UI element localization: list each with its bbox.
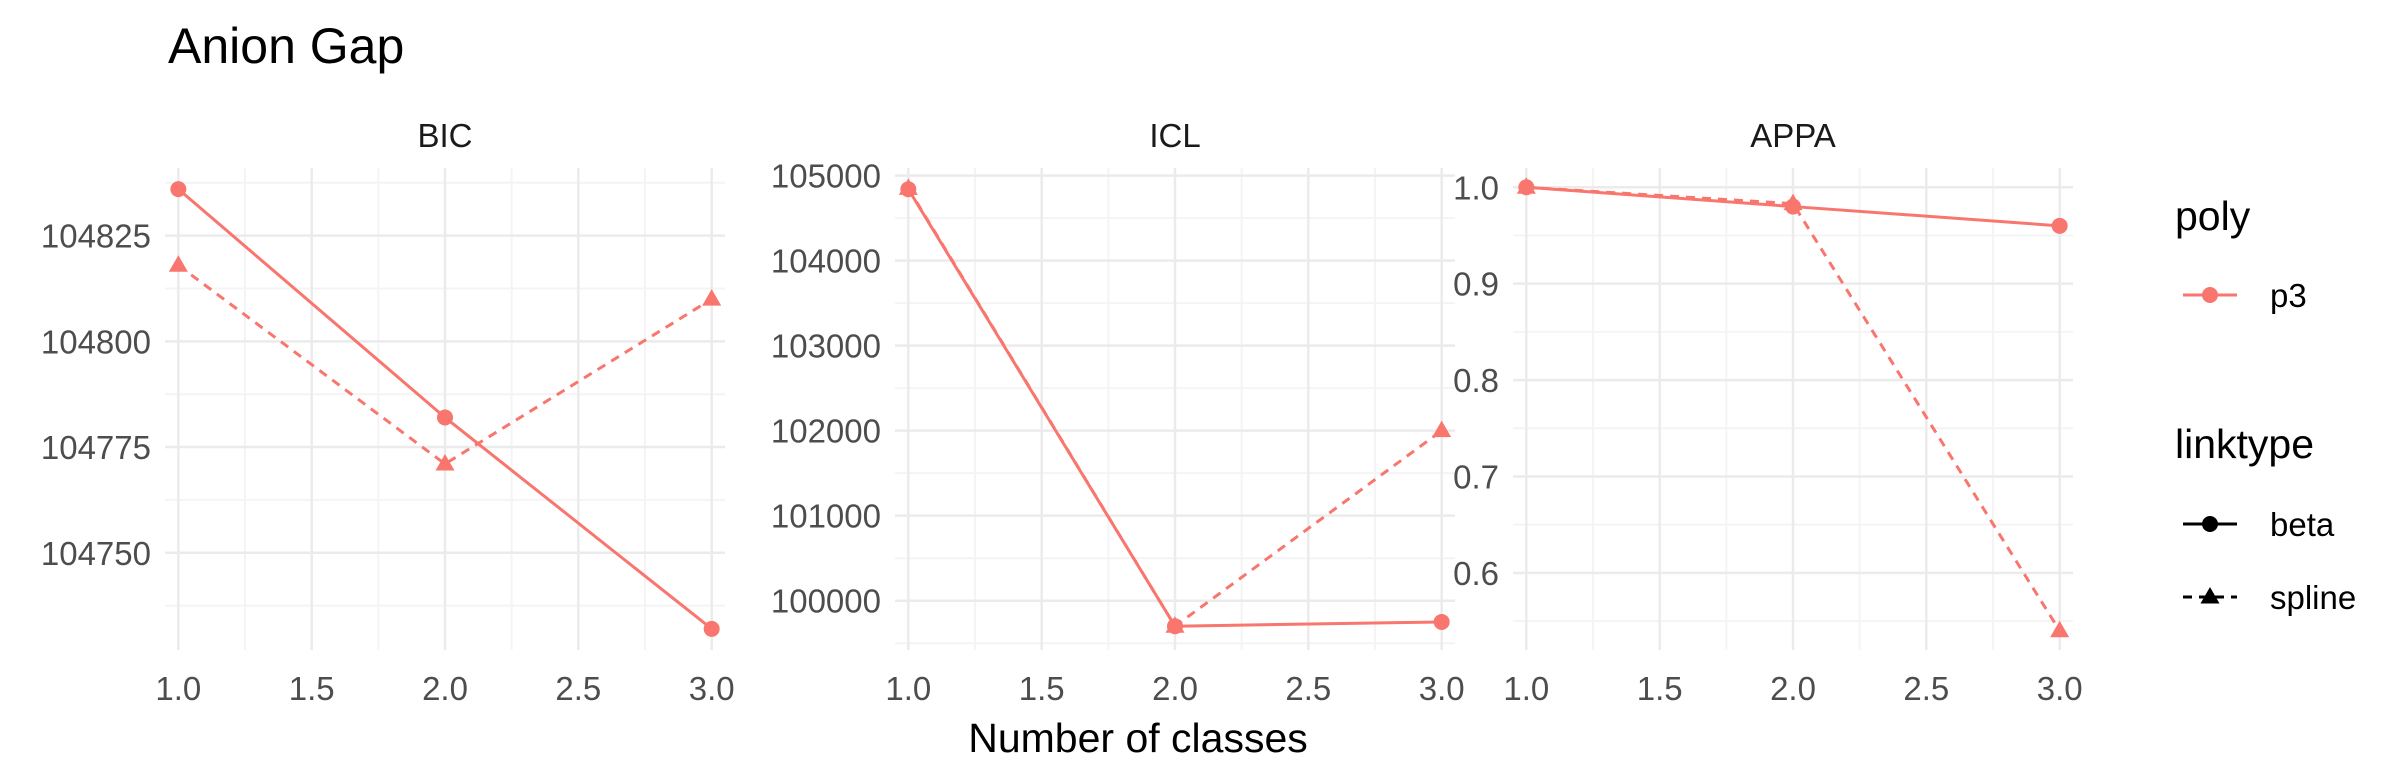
y-tick-label: 104825 bbox=[41, 218, 151, 255]
data-point-beta bbox=[170, 181, 187, 198]
facet-label: BIC bbox=[417, 117, 472, 154]
data-point-spline bbox=[168, 255, 188, 272]
data-point-beta bbox=[437, 409, 453, 426]
facet-label: ICL bbox=[1149, 117, 1200, 154]
y-tick-label: 0.6 bbox=[1453, 555, 1499, 592]
legend: poly p3 linktype beta spline bbox=[2175, 193, 2356, 616]
x-axis-title: Number of classes bbox=[968, 715, 1308, 761]
facet-appa: APPA 1.0 1.5 2.0 2.5 3.0 0.6 0.7 0.8 0.9 1.0 bbox=[1453, 117, 2082, 707]
data-point-spline bbox=[1516, 177, 1536, 194]
x-tick-label: 3.0 bbox=[1419, 670, 1465, 707]
y-tick-label: 100000 bbox=[771, 583, 881, 620]
data-point-spline bbox=[435, 453, 455, 471]
y-tick-label: 104775 bbox=[41, 429, 151, 466]
chart-title: Anion Gap bbox=[168, 18, 404, 74]
legend-title-poly: poly bbox=[2175, 193, 2251, 239]
y-tick-label: 105000 bbox=[771, 158, 881, 195]
facet-panels: BIC 1.0 1.5 2.0 2.5 3.0 104750 104775 104800 1048… bbox=[41, 117, 2083, 707]
data-point-spline bbox=[702, 289, 722, 306]
y-tick-label: 0.8 bbox=[1453, 362, 1499, 399]
x-tick-label: 1.5 bbox=[289, 670, 335, 707]
facet-bic: BIC 1.0 1.5 2.0 2.5 3.0 104750 104775 104800 1048… bbox=[41, 117, 735, 707]
x-tick-label: 2.0 bbox=[422, 670, 468, 707]
y-tick-label: 0.9 bbox=[1453, 266, 1499, 303]
x-tick-label: 1.5 bbox=[1637, 670, 1683, 707]
data-point-spline bbox=[1783, 193, 1803, 211]
x-tick-label: 2.5 bbox=[1903, 670, 1949, 707]
legend-label-spline: spline bbox=[2270, 579, 2356, 616]
x-tick-label: 1.0 bbox=[1503, 670, 1549, 707]
x-tick-label: 2.0 bbox=[1770, 670, 1816, 707]
legend-key-triangle bbox=[2200, 587, 2220, 604]
data-point-spline bbox=[898, 178, 918, 195]
x-tick-label: 2.0 bbox=[1152, 670, 1198, 707]
data-point-beta bbox=[703, 620, 720, 637]
data-point-spline bbox=[2050, 620, 2070, 638]
legend-key-circle bbox=[2202, 287, 2218, 303]
data-point-beta bbox=[1433, 613, 1450, 630]
x-tick-label: 3.0 bbox=[689, 670, 735, 707]
y-tick-label: 104000 bbox=[771, 243, 881, 280]
y-tick-label: 0.7 bbox=[1453, 458, 1499, 495]
x-tick-label: 1.0 bbox=[885, 670, 931, 707]
legend-title-linktype: linktype bbox=[2175, 421, 2314, 467]
x-tick-label: 2.5 bbox=[555, 670, 601, 707]
x-tick-label: 1.0 bbox=[155, 670, 201, 707]
y-tick-label: 1.0 bbox=[1453, 169, 1499, 206]
legend-key-circle bbox=[2202, 516, 2218, 532]
legend-label-beta: beta bbox=[2270, 506, 2335, 543]
y-tick-label: 102000 bbox=[771, 413, 881, 450]
legend-label-p3: p3 bbox=[2270, 277, 2307, 314]
data-point-spline bbox=[1432, 420, 1452, 438]
y-tick-label: 104750 bbox=[41, 535, 151, 572]
y-tick-label: 104800 bbox=[41, 323, 151, 360]
x-tick-label: 1.5 bbox=[1019, 670, 1065, 707]
y-tick-label: 101000 bbox=[771, 498, 881, 535]
x-tick-label: 3.0 bbox=[2037, 670, 2083, 707]
y-tick-label: 103000 bbox=[771, 328, 881, 365]
facet-label: APPA bbox=[1750, 117, 1836, 154]
data-point-beta bbox=[2051, 217, 2068, 234]
facet-icl: ICL 1.0 1.5 2.0 2.5 3.0 100000 101000 102000 1030… bbox=[771, 117, 1465, 707]
x-tick-label: 2.5 bbox=[1285, 670, 1331, 707]
data-point-spline bbox=[1165, 616, 1185, 633]
